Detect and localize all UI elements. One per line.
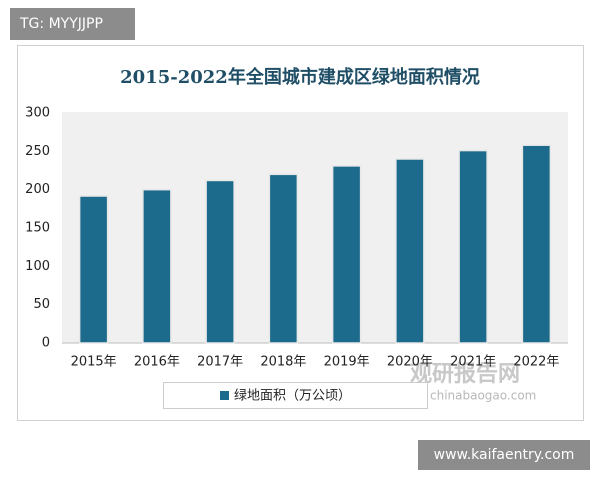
x-tick-label: 2018年	[260, 355, 306, 370]
x-tick-label: 2015年	[71, 355, 117, 370]
x-tick-label: 2022年	[513, 355, 559, 370]
footer-box	[418, 440, 590, 470]
bar	[458, 149, 488, 344]
y-tick-label: 150	[25, 221, 50, 236]
y-tick-label: 300	[25, 106, 50, 121]
bar	[268, 173, 299, 344]
legend-box	[163, 382, 428, 409]
chart-title: 2015-2022年全国城市建成区绿地面积情况	[120, 66, 480, 88]
x-tick-label: 2021年	[450, 355, 496, 370]
bar	[521, 144, 552, 344]
y-tick-label: 200	[25, 182, 50, 197]
bar	[78, 195, 109, 344]
bar	[205, 179, 235, 344]
legend-swatch	[220, 391, 229, 400]
tag: TG: MYYJJPP	[19, 16, 103, 32]
y-tick-label: 0	[42, 336, 50, 351]
y-tick-label: 50	[33, 297, 50, 312]
bar	[331, 165, 362, 344]
x-tick-label: 2016年	[134, 355, 180, 370]
watermark-name: 观研报告网	[410, 362, 520, 387]
footer-url: www.kaifaentry.com	[434, 447, 575, 463]
tag-box	[10, 8, 135, 40]
y-tick-label: 250	[25, 144, 50, 159]
legend-label: 绿地面积（万公顷）	[234, 389, 351, 404]
bar	[142, 188, 172, 344]
watermark-url: chinabaogao.com	[430, 389, 536, 403]
bar	[395, 158, 425, 344]
x-tick-label: 2017年	[197, 355, 243, 370]
plot-area	[62, 112, 568, 343]
y-tick-label: 100	[25, 259, 50, 274]
x-tick-label: 2019年	[324, 355, 370, 370]
x-tick-label: 2020年	[387, 355, 433, 370]
